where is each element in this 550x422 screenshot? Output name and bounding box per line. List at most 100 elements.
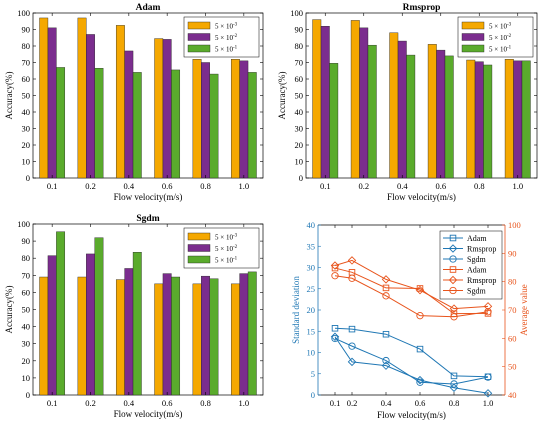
series-sgdm-right [331,272,492,321]
y-tick-label: 80 [22,253,31,263]
bar [513,60,523,179]
bar [154,38,164,179]
marker-circle [449,286,457,295]
chart-title: Sgdm [136,214,159,224]
legend-label: 5 × 10-1 [489,46,512,54]
bar [201,62,210,179]
legend-swatch [187,244,211,252]
bar [427,44,437,179]
left-y-tick-label: 35 [307,241,316,251]
legend-label: Sgdm [467,255,486,264]
x-axis-label: Flow velocity(m/s) [377,410,446,420]
y-tick-label: 90 [22,25,31,35]
right-y-axis-label: Average value [519,284,529,336]
x-tick-label: 0.8 [200,181,211,191]
y-tick-label: 70 [22,270,31,280]
marker-diamond [448,244,458,253]
legend: 5 × 10-3 5 × 10-2 5 × 10-1 [183,16,260,58]
left-y-tick-label: 5 [311,369,315,379]
y-tick-label: 20 [22,140,31,150]
bar [192,283,202,396]
bar [86,34,95,179]
bar [230,59,240,179]
y-tick-label: 60 [295,74,304,84]
chart-title: Adam [136,3,161,13]
marker-square [382,284,390,292]
y-tick-label: 100 [17,8,30,18]
right-y-tick-label: 90 [508,248,517,258]
bar [77,17,87,179]
y-tick-label: 60 [22,74,31,84]
bar [115,279,125,396]
left-y-tick-label: 25 [307,284,316,294]
marker-circle [348,274,356,282]
y-tick-label: 100 [17,219,30,229]
x-tick-label: 0.6 [415,398,426,408]
bar [209,73,219,179]
marker-square [449,234,457,242]
bar [47,255,57,396]
marker-diamond [448,275,458,285]
x-tick-label: 0.2 [358,181,369,191]
bar [86,253,95,396]
bar [201,275,210,396]
legend-label: 5 × 10-2 [215,245,238,253]
y-axis-label: Accuracy(%) [4,72,14,120]
y-tick-label: 30 [295,124,304,134]
marker-diamond [330,332,340,342]
line-chart-panel: 0 5 10 15 20 25 30 35 40 40 50 60 70 80 90 100 0.1 0.2 0.4… [291,220,529,420]
marker-square [416,345,424,353]
left-y-tick-label: 15 [307,326,316,336]
x-axis-label: Flow velocity(m/s) [114,192,183,202]
x-tick-label: 0.1 [320,181,331,191]
legend-label: Sgdm [467,287,486,296]
marker-square [449,266,457,273]
left-y-tick-label: 10 [307,348,316,358]
marker-diamond [415,375,425,385]
legend-label: Rmsprop [467,245,496,254]
y-tick-label: 0 [26,173,30,183]
y-tick-label: 90 [295,25,304,35]
marker-circle [416,378,424,386]
x-tick-label: 0.8 [474,181,485,191]
marker-circle [450,380,458,388]
left-y-tick-label: 40 [307,220,316,230]
bar [115,25,125,179]
marker-diamond [449,304,459,313]
bar [154,283,164,396]
legend-label: 5 × 10-1 [215,257,238,265]
series-line [334,327,489,378]
y-tick-label: 10 [295,157,304,167]
series-sgdm-left [331,334,492,388]
bar [239,60,249,179]
bar [312,19,322,179]
x-tick-label: 0.8 [200,398,211,408]
x-tick-label: 0.2 [347,398,358,408]
marker-circle [450,313,458,321]
x-tick-label: 0.4 [397,181,408,191]
legend-label: Adam [467,266,487,275]
y-tick-label: 30 [22,124,31,134]
legend-swatch [187,21,211,30]
bar [171,69,181,179]
bar [132,72,142,179]
x-tick-label: 1.0 [239,398,250,408]
bar [56,231,66,396]
marker-circle [484,308,492,316]
bar [329,63,339,179]
y-tick-label: 0 [299,173,303,183]
legend-label: Adam [467,234,487,243]
x-tick-label: 0.1 [47,181,58,191]
y-tick-label: 20 [295,140,304,150]
legend-swatch [461,44,485,53]
marker-circle [382,356,390,365]
left-y-tick-label: 30 [307,263,316,273]
left-y-tick-label: 20 [307,305,316,315]
marker-diamond [347,357,357,367]
bar [77,276,87,396]
series-rmsprop-right [330,256,493,313]
bar-chart-panel-0: 0 10 20 30 40 50 60 70 80 90 100 0.1 0.2 0.4 0.6 0.8 1.0… [4,3,264,202]
bar [94,68,104,179]
